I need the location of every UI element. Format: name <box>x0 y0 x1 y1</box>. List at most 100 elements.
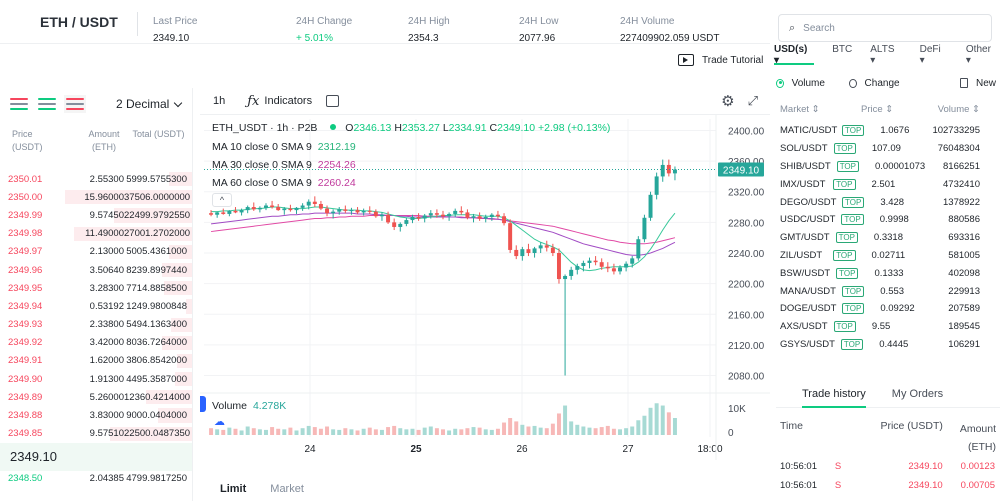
radio-volume[interactable] <box>776 78 784 88</box>
ask-total: 5494.1363400 <box>126 319 187 331</box>
quote-tab-defi[interactable]: DeFi ▾ <box>919 44 941 66</box>
ask-price: 2349.97 <box>8 246 43 258</box>
quote-tab-underline <box>774 63 814 65</box>
tab-trade-history[interactable]: Trade history <box>802 384 866 408</box>
trade-row: 10:56:01 S 2349.10 0.00123 <box>780 457 995 475</box>
ohlc-high: 2353.27 <box>401 122 440 134</box>
candle-body <box>624 263 629 268</box>
book-asks-icon[interactable] <box>64 95 86 113</box>
quote-tab-btc[interactable]: BTC <box>832 44 853 55</box>
ask-row[interactable]: 2349.96 3.50640 8239.8997440 <box>0 261 192 279</box>
market-price: 9.55 <box>871 321 891 333</box>
ask-row[interactable]: 2349.94 0.53192 1249.9800848 <box>0 297 192 315</box>
market-row[interactable]: SOL/USDT TOP 107.09 76048304 <box>780 140 980 158</box>
fullscreen-icon[interactable]: ⤢ <box>747 93 758 108</box>
market-row[interactable]: ZIL/USDT TOP 0.02711 581005 <box>780 247 980 265</box>
candle-body <box>495 214 500 217</box>
chart-canvas[interactable]: 2400.002360.002320.002280.002240.002200.… <box>200 115 770 460</box>
ask-row[interactable]: 2349.89 5.26000 12360.4214000 <box>0 388 192 406</box>
market-row[interactable]: MANA/USDT TOP 0.553 229913 <box>780 282 980 300</box>
trade-col-amount: Amount (ETH) <box>945 420 996 456</box>
templates-icon[interactable] <box>326 95 340 107</box>
decimal-select[interactable]: 2 Decimal <box>116 97 183 111</box>
ask-amount: 3.42000 <box>89 337 124 349</box>
book-both-icon[interactable] <box>10 97 28 111</box>
price-chart[interactable]: 2400.002360.002320.002280.002240.002200.… <box>200 114 770 460</box>
pair-title[interactable]: ETH / USDT <box>40 14 118 30</box>
quote-tab-other[interactable]: Other ▾ <box>965 44 991 66</box>
candle-body <box>221 212 226 214</box>
candle-body <box>587 260 592 263</box>
quote-tab-usd[interactable]: USD(s) ▾ <box>774 44 808 66</box>
volume-bar <box>471 427 476 435</box>
stat-value: 2354.3 <box>408 33 439 44</box>
indicators-label: Indicators <box>264 95 313 107</box>
candle-body <box>416 217 421 219</box>
tab-market[interactable]: Market <box>270 483 304 495</box>
cloud-icon: ☁ <box>214 416 225 428</box>
market-row[interactable]: USDC/USDT TOP 0.9998 880586 <box>780 211 980 229</box>
market-row[interactable]: SHIB/USDT TOP 0.00001073 8166251 <box>780 158 980 176</box>
market-col-market[interactable]: Market ⇕ <box>780 104 820 115</box>
x-tick-label: 18:00 <box>697 444 722 455</box>
live-dot <box>330 124 337 130</box>
market-search[interactable]: ⌕ Search <box>778 14 992 42</box>
tab-limit[interactable]: Limit <box>220 483 247 495</box>
book-bids-icon[interactable] <box>38 97 56 111</box>
market-row[interactable]: AXS/USDT TOP 9.55 189545 <box>780 318 980 336</box>
candle-body <box>367 210 372 212</box>
ask-row[interactable]: 2350.01 2.55300 5999.5755300 <box>0 170 192 188</box>
stat-label: 24H Low <box>519 16 559 27</box>
ask-row[interactable]: 2349.99 9.57450 22499.9792550 <box>0 206 192 224</box>
market-col-volume[interactable]: Volume ⇕ <box>937 104 980 115</box>
volume-bar <box>654 403 659 435</box>
col-total: Total (USDT) <box>132 129 185 139</box>
ask-row[interactable]: 2349.98 11.49000 27001.2702000 <box>0 225 192 243</box>
ma30-label: MA 30 close 0 SMA 9 <box>212 159 312 171</box>
ask-row[interactable]: 2349.88 3.83000 9000.0404000 <box>0 406 192 424</box>
market-pair: MATIC/USDT <box>780 125 838 137</box>
candle-body <box>312 201 317 204</box>
tab-my-orders[interactable]: My Orders <box>891 388 944 400</box>
market-row[interactable]: DOGE/USDT TOP 0.09292 207589 <box>780 300 980 318</box>
bid-row[interactable]: 2348.50 2.04385 4799.9817250 <box>0 471 192 487</box>
ask-amount: 3.28300 <box>89 282 124 294</box>
top-badge: TOP <box>835 232 858 244</box>
ask-price: 2349.90 <box>8 373 43 385</box>
candle-body <box>379 214 384 217</box>
volume-bar <box>355 430 360 435</box>
ask-row[interactable]: 2349.90 1.91300 4495.3587000 <box>0 370 192 388</box>
ask-row[interactable]: 2349.91 1.62000 3806.8542000 <box>0 352 192 370</box>
ask-row[interactable]: 2349.92 3.42000 8036.7264000 <box>0 334 192 352</box>
indicators-button[interactable]: ƒx Indicators <box>247 94 312 109</box>
market-col-price[interactable]: Price ⇕ <box>861 104 894 115</box>
market-row[interactable]: MATIC/USDT TOP 1.0676 102733295 <box>780 122 980 140</box>
ask-row[interactable]: 2350.00 15.96000 37506.0000000 <box>0 188 192 206</box>
trade-amount: 0.00123 <box>960 460 995 472</box>
ask-row[interactable]: 2349.85 9.57510 22500.0487350 <box>0 425 192 443</box>
volume-bar <box>630 426 635 435</box>
stat-label: Last Price <box>153 16 198 27</box>
settings-icon[interactable]: ⚙ <box>721 93 735 110</box>
quote-tab-alts[interactable]: ALTS ▾ <box>870 44 895 66</box>
market-row[interactable]: BSW/USDT TOP 0.1333 402098 <box>780 264 980 282</box>
interval-button[interactable]: 1h <box>213 95 226 107</box>
market-row[interactable]: GSYS/USDT TOP 0.4445 106291 <box>780 336 980 354</box>
volume-bar <box>325 426 330 435</box>
candle-body <box>581 262 586 267</box>
volume-bar <box>526 426 531 435</box>
new-checkbox[interactable] <box>959 78 968 88</box>
market-row[interactable]: GMT/USDT TOP 0.3318 693316 <box>780 229 980 247</box>
pane-handle[interactable] <box>200 396 206 412</box>
collapse-legend-button[interactable]: ^ <box>212 193 232 207</box>
ask-row[interactable]: 2349.93 2.33800 5494.1363400 <box>0 316 192 334</box>
trade-tutorial-button[interactable]: Trade Tutorial <box>678 54 763 66</box>
ask-row[interactable]: 2349.97 2.13000 5005.4361000 <box>0 243 192 261</box>
market-row[interactable]: IMX/USDT TOP 2.501 4732410 <box>780 175 980 193</box>
candle-body <box>459 210 464 213</box>
stat-24h-change: 24H Change + 5.01% <box>296 16 352 44</box>
ask-row[interactable]: 2349.95 3.28300 7714.8858500 <box>0 279 192 297</box>
volume-bar <box>288 427 293 435</box>
market-row[interactable]: DEGO/USDT TOP 3.428 1378922 <box>780 193 980 211</box>
radio-change[interactable] <box>848 78 857 88</box>
